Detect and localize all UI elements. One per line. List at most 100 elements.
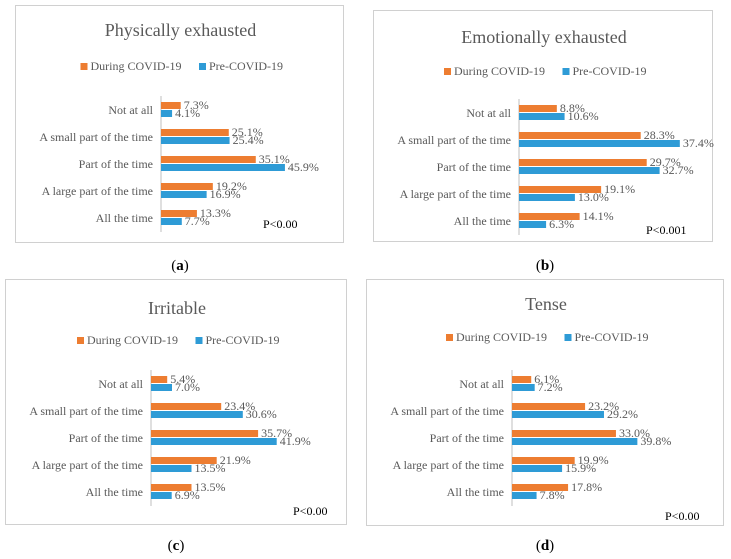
bar-during [519, 159, 647, 166]
bar-pre [519, 113, 565, 120]
chart-panel-a: Physically exhausted During COVID-19 Pre-C… [15, 5, 344, 243]
category-label: Part of the time [437, 160, 511, 174]
data-label-during: 35.7% [261, 426, 292, 440]
data-label-during: 6.1% [534, 372, 559, 386]
data-label-pre: 10.6% [568, 109, 599, 123]
bar-pre [161, 164, 285, 171]
data-label-pre: 45.9% [288, 160, 319, 174]
bar-during [151, 430, 259, 437]
data-label-during: 19.1% [604, 182, 635, 196]
bar-pre [151, 492, 172, 499]
category-label: Not at all [459, 377, 504, 391]
chart-svg-a: Physically exhausted During COVID-19 Pre-C… [39, 20, 319, 232]
bar-during [512, 430, 616, 437]
chart-title: Irritable [148, 298, 206, 318]
category-label: All the time [447, 485, 504, 499]
bar-during [161, 129, 229, 136]
bar-pre [161, 191, 207, 198]
bar-during [519, 105, 557, 112]
data-label-pre: 7.2% [538, 380, 563, 394]
data-label-pre: 37.4% [683, 136, 714, 150]
legend-label-pre: Pre-COVID-19 [573, 64, 647, 78]
p-value-annotation: P<0.001 [646, 223, 686, 237]
category-label: Part of the time [79, 157, 153, 171]
chart-panel-b: Emotionally exhausted During COVID-19 Pre-… [373, 10, 714, 242]
chart-svg-b: Emotionally exhausted During COVID-19 Pre-… [397, 27, 714, 237]
legend-swatch-pre [199, 63, 206, 70]
chart-panel-c: Irritable During COVID-19 Pre-COVID-19 Not … [5, 279, 347, 525]
category-label: A large part of the time [400, 187, 511, 201]
bar-during [151, 376, 168, 383]
caption-a: (a) [171, 258, 189, 274]
chart-svg-d: Tense During COVID-19 Pre-COVID-19 Not at a… [390, 294, 699, 523]
data-label-pre: 7.0% [175, 380, 200, 394]
category-label: All the time [86, 485, 143, 499]
category-label: A large part of the time [393, 458, 504, 472]
data-label-pre: 13.0% [578, 190, 609, 204]
legend-label-pre: Pre-COVID-19 [575, 330, 649, 344]
bar-pre [512, 438, 638, 445]
category-label: A large part of the time [32, 458, 143, 472]
bar-during [519, 213, 580, 220]
category-label: A small part of the time [39, 130, 153, 144]
category-label: Part of the time [69, 431, 143, 445]
data-label-during: 19.2% [216, 179, 247, 193]
data-label-pre: 32.7% [663, 163, 694, 177]
bar-pre [151, 411, 243, 418]
bar-during [161, 183, 213, 190]
data-label-pre: 4.1% [175, 106, 200, 120]
bar-pre [161, 110, 173, 117]
data-label-pre: 29.2% [607, 407, 638, 421]
data-label-pre: 6.9% [175, 488, 200, 502]
data-label-pre: 6.3% [549, 217, 574, 231]
bar-pre [512, 465, 563, 472]
bar-during [512, 376, 532, 383]
bar-pre [512, 411, 604, 418]
chart-title: Emotionally exhausted [461, 27, 626, 47]
bar-during [519, 186, 602, 193]
legend-label-during: During COVID-19 [87, 333, 178, 347]
bar-during [161, 156, 256, 163]
caption-c: (c) [167, 538, 185, 554]
data-label-pre: 30.6% [246, 407, 277, 421]
p-value-annotation: P<0.00 [263, 217, 297, 231]
caption-d: (d) [535, 538, 555, 554]
data-label-during: 35.1% [259, 152, 290, 166]
bar-during [161, 102, 181, 109]
bar-pre [151, 384, 172, 391]
chart-svg-c: Irritable During COVID-19 Pre-COVID-19 Not … [29, 298, 327, 518]
data-label-during: 8.8% [560, 101, 585, 115]
data-label-pre: 7.8% [540, 488, 565, 502]
category-label: A small part of the time [29, 404, 143, 418]
data-label-pre: 41.9% [280, 434, 311, 448]
data-label-during: 25.1% [232, 125, 263, 139]
legend-swatch-during [446, 334, 453, 341]
data-label-during: 33.0% [619, 426, 650, 440]
bar-during [512, 484, 569, 491]
chart-panel-d: Tense During COVID-19 Pre-COVID-19 Not at a… [366, 279, 724, 526]
legend-swatch-during [444, 68, 451, 75]
legend-swatch-pre [195, 337, 203, 344]
data-label-during: 21.9% [220, 453, 251, 467]
data-label-during: 28.3% [644, 128, 675, 142]
data-label-during: 14.1% [583, 209, 614, 223]
legend-swatch-pre [562, 68, 570, 75]
bar-during [151, 403, 222, 410]
bar-pre [161, 137, 230, 144]
legend-label-during: During COVID-19 [456, 330, 547, 344]
bar-during [151, 484, 192, 491]
category-label: A small part of the time [397, 133, 511, 147]
bar-pre [151, 465, 192, 472]
bar-during [161, 210, 197, 217]
category-label: Not at all [466, 106, 511, 120]
chart-title: Physically exhausted [105, 20, 256, 40]
data-label-during: 13.3% [200, 206, 231, 220]
data-label-pre: 16.9% [210, 187, 241, 201]
data-label-during: 17.8% [571, 480, 602, 494]
category-label: Part of the time [430, 431, 504, 445]
legend-label-during: During COVID-19 [91, 59, 182, 73]
bar-during [512, 403, 586, 410]
data-label-during: 19.9% [578, 453, 609, 467]
data-label-pre: 15.9% [565, 461, 596, 475]
caption-b: (b) [535, 258, 555, 274]
